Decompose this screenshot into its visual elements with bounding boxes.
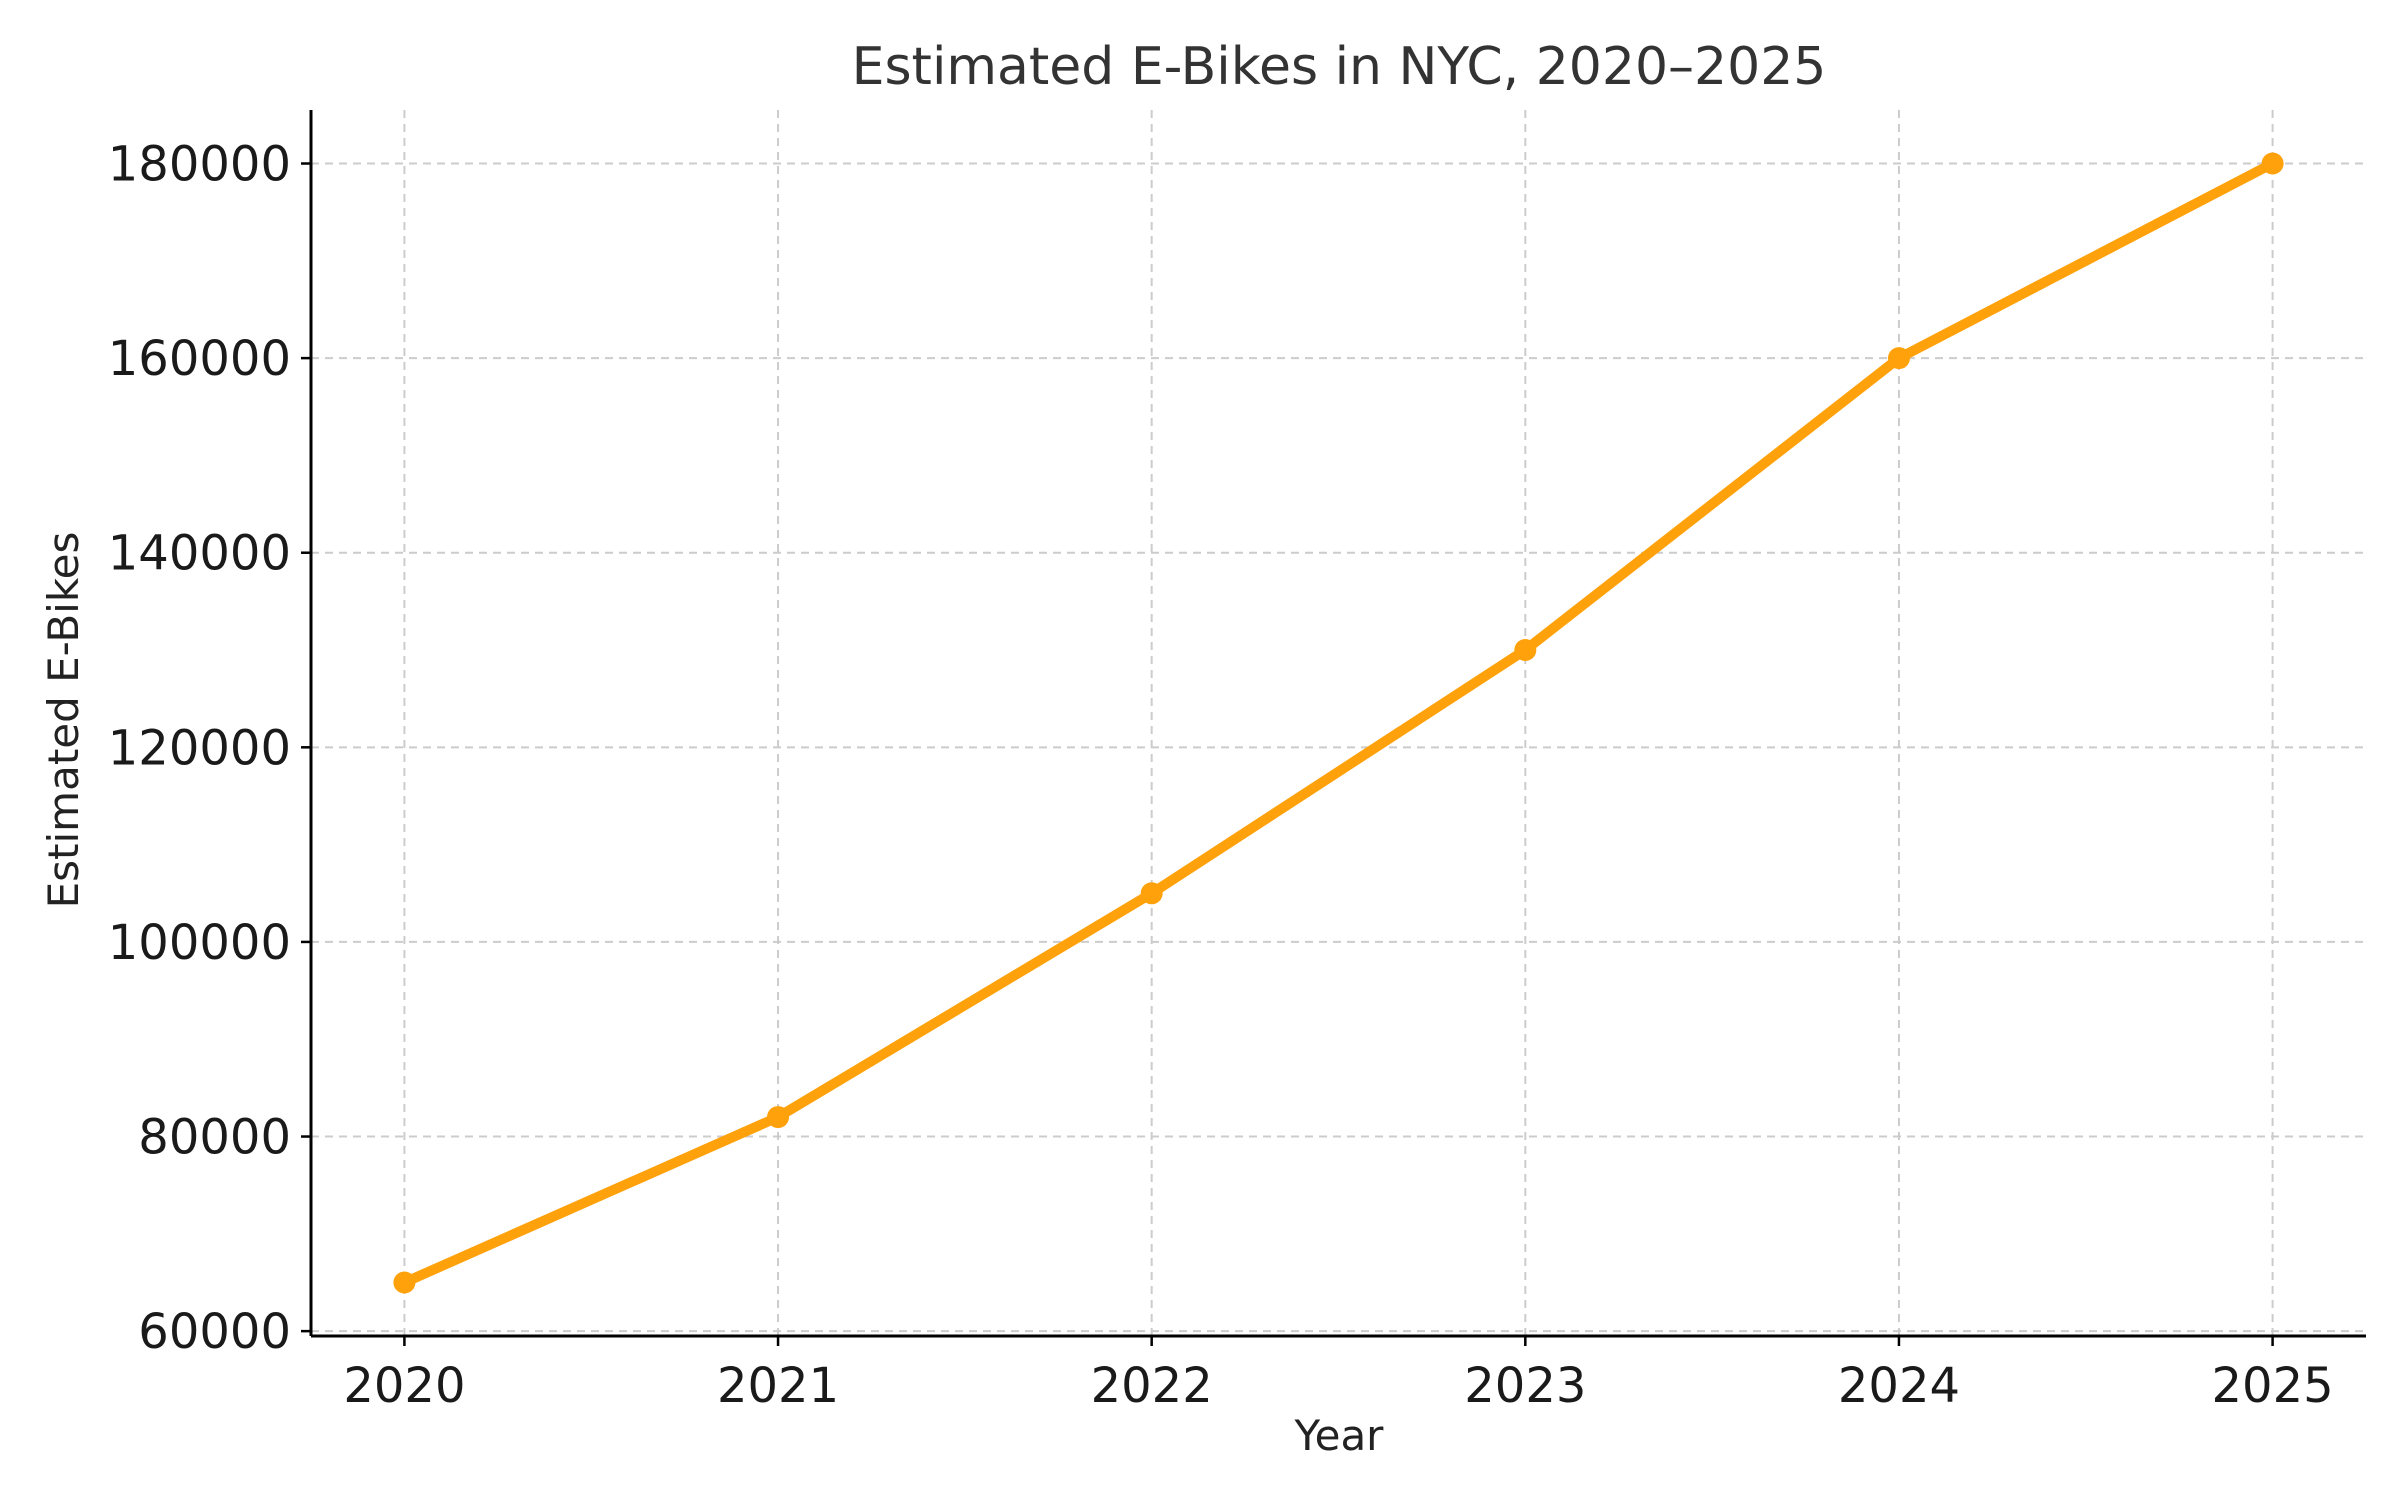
y-axis-label: Estimated E-Bikes: [39, 532, 88, 909]
chart-title: Estimated E-Bikes in NYC, 2020–2025: [852, 37, 1827, 97]
series-group: [393, 152, 2284, 1294]
y-tick-label: 120000: [108, 720, 291, 776]
x-axis-label: Year: [1294, 1411, 1385, 1460]
x-tick-label: 2024: [1838, 1358, 1960, 1414]
y-tick-label: 160000: [108, 331, 291, 387]
x-tick-label: 2025: [2212, 1358, 2334, 1414]
data-point: [2261, 152, 2284, 175]
data-point: [1514, 639, 1537, 662]
y-tick-label: 80000: [138, 1110, 291, 1166]
x-tick-label: 2023: [1464, 1358, 1586, 1414]
axes: [301, 110, 2366, 1346]
y-tick-label: 60000: [138, 1304, 291, 1360]
x-tick-label: 2020: [343, 1358, 465, 1414]
grid: [311, 110, 2366, 1336]
data-point: [393, 1271, 416, 1294]
data-point: [767, 1106, 790, 1129]
x-tick-label: 2021: [717, 1358, 839, 1414]
tick-labels: 2020 2021 2022 2023 2024 2025 60000 80000 100000…: [108, 137, 2334, 1414]
data-point: [1887, 347, 1910, 370]
y-tick-label: 140000: [108, 526, 291, 582]
data-point: [1140, 882, 1163, 905]
series-line: [399, 158, 2278, 1288]
y-tick-label: 100000: [108, 915, 291, 971]
x-tick-label: 2022: [1091, 1358, 1213, 1414]
y-tick-label: 180000: [108, 137, 291, 193]
